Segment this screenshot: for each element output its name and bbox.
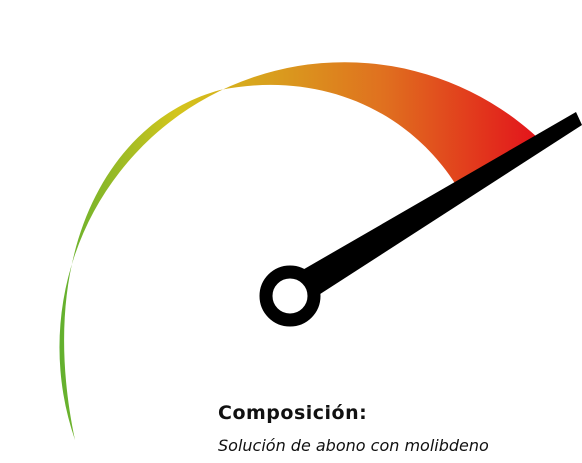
heading: Composición: bbox=[218, 402, 368, 424]
gauge-needle bbox=[280, 112, 582, 307]
gauge-hub bbox=[259, 265, 321, 327]
gauge-arc bbox=[59, 62, 539, 441]
description: Solución de abono con molibdeno bbox=[218, 436, 489, 455]
